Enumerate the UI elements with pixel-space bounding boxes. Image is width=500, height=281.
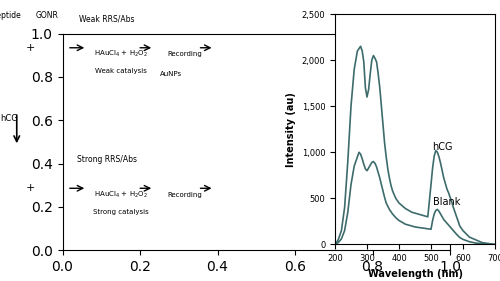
Text: GONR: GONR	[36, 11, 59, 20]
Text: Weak catalysis: Weak catalysis	[94, 68, 146, 74]
Text: Weak RRS/Abs: Weak RRS/Abs	[80, 14, 135, 23]
Text: HAuCl$_4$ + H$_2$O$_2$: HAuCl$_4$ + H$_2$O$_2$	[94, 190, 148, 200]
Text: HAuCl$_4$ + H$_2$O$_2$: HAuCl$_4$ + H$_2$O$_2$	[94, 49, 148, 59]
Text: Recording: Recording	[167, 192, 202, 198]
Text: AuNPs: AuNPs	[160, 71, 182, 77]
Text: hCG: hCG	[0, 114, 18, 123]
Text: hCG: hCG	[432, 142, 453, 153]
Text: +: +	[26, 183, 35, 193]
Text: Blank: Blank	[432, 197, 460, 207]
Y-axis label: Intensity (au): Intensity (au)	[286, 92, 296, 167]
Text: Peptide: Peptide	[0, 11, 21, 20]
Text: Strong RRS/Abs: Strong RRS/Abs	[77, 155, 137, 164]
Text: Strong catalysis: Strong catalysis	[92, 209, 148, 215]
Text: +: +	[26, 43, 35, 53]
Text: Recording: Recording	[167, 51, 202, 57]
X-axis label: Wavelength (nm): Wavelength (nm)	[368, 269, 462, 279]
